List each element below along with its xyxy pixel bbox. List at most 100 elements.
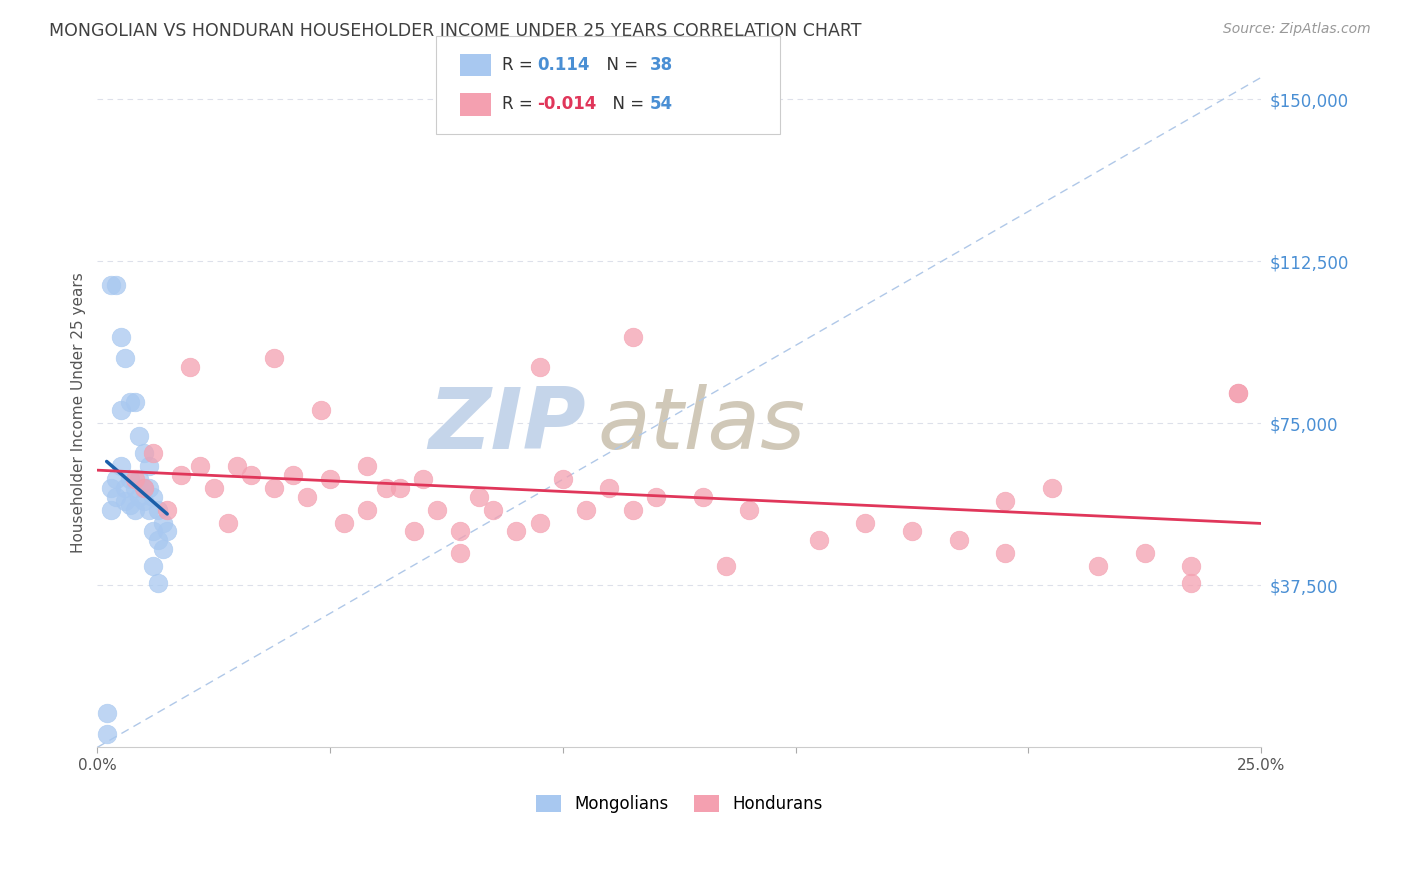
Point: [138, 481, 160, 495]
Text: 0.114: 0.114: [537, 56, 589, 74]
Point: [738, 502, 761, 516]
Point: [114, 494, 136, 508]
Point: [621, 330, 644, 344]
Point: [551, 472, 574, 486]
Point: [114, 351, 136, 366]
Point: [295, 490, 318, 504]
Point: [575, 502, 598, 516]
Point: [110, 330, 132, 344]
Point: [333, 516, 356, 530]
Point: [118, 394, 141, 409]
Point: [449, 524, 471, 539]
Point: [152, 541, 174, 556]
Point: [132, 481, 155, 495]
Point: [901, 524, 924, 539]
Point: [188, 459, 211, 474]
Point: [128, 490, 150, 504]
Point: [179, 359, 201, 374]
Point: [104, 490, 127, 504]
Text: 54: 54: [650, 95, 672, 113]
Point: [1087, 558, 1109, 573]
Point: [412, 472, 434, 486]
Point: [96, 706, 118, 720]
Point: [118, 498, 141, 512]
Text: -0.014: -0.014: [537, 95, 596, 113]
Point: [146, 533, 169, 547]
Point: [402, 524, 425, 539]
Point: [529, 516, 551, 530]
Text: N =: N =: [602, 95, 650, 113]
Point: [118, 472, 141, 486]
Point: [142, 524, 165, 539]
Point: [1180, 558, 1202, 573]
Point: [239, 468, 262, 483]
Point: [1040, 481, 1063, 495]
Point: [263, 351, 285, 366]
Point: [146, 576, 169, 591]
Point: [104, 472, 127, 486]
Point: [1180, 576, 1202, 591]
Point: [152, 516, 174, 530]
Point: [110, 403, 132, 417]
Point: [309, 403, 332, 417]
Point: [138, 459, 160, 474]
Point: [356, 502, 378, 516]
Text: ZIP: ZIP: [429, 384, 586, 467]
Point: [505, 524, 527, 539]
Text: R =: R =: [502, 56, 538, 74]
Text: MONGOLIAN VS HONDURAN HOUSEHOLDER INCOME UNDER 25 YEARS CORRELATION CHART: MONGOLIAN VS HONDURAN HOUSEHOLDER INCOME…: [49, 22, 862, 40]
Point: [426, 502, 449, 516]
Point: [692, 490, 714, 504]
Point: [202, 481, 225, 495]
Point: [124, 394, 146, 409]
Text: R =: R =: [502, 95, 538, 113]
Point: [100, 277, 122, 292]
Point: [138, 502, 160, 516]
Point: [156, 502, 179, 516]
Text: N =: N =: [596, 56, 644, 74]
Point: [124, 481, 146, 495]
Point: [170, 468, 193, 483]
Point: [319, 472, 342, 486]
Point: [100, 481, 122, 495]
Point: [142, 446, 165, 460]
Point: [1226, 386, 1249, 401]
Point: [994, 546, 1017, 560]
Point: [263, 481, 285, 495]
Point: [645, 490, 668, 504]
Point: [281, 468, 304, 483]
Point: [388, 481, 411, 495]
Point: [96, 727, 118, 741]
Y-axis label: Householder Income Under 25 years: Householder Income Under 25 years: [72, 272, 86, 553]
Point: [994, 494, 1017, 508]
Text: 38: 38: [650, 56, 672, 74]
Point: [807, 533, 830, 547]
Point: [375, 481, 398, 495]
Point: [855, 516, 877, 530]
Point: [529, 359, 551, 374]
Point: [128, 429, 150, 443]
Point: [714, 558, 737, 573]
Point: [110, 459, 132, 474]
Point: [146, 502, 169, 516]
Point: [482, 502, 505, 516]
Text: atlas: atlas: [598, 384, 806, 467]
Point: [449, 546, 471, 560]
Point: [468, 490, 491, 504]
Point: [124, 472, 146, 486]
Point: [114, 481, 136, 495]
Point: [124, 502, 146, 516]
Point: [217, 516, 239, 530]
Point: [621, 502, 644, 516]
Point: [128, 472, 150, 486]
Legend: Mongolians, Hondurans: Mongolians, Hondurans: [536, 795, 823, 813]
Point: [156, 524, 179, 539]
Point: [142, 490, 165, 504]
Point: [104, 277, 127, 292]
Point: [132, 494, 155, 508]
Point: [1226, 386, 1249, 401]
Point: [100, 502, 122, 516]
Point: [142, 558, 165, 573]
Text: Source: ZipAtlas.com: Source: ZipAtlas.com: [1223, 22, 1371, 37]
Point: [1133, 546, 1156, 560]
